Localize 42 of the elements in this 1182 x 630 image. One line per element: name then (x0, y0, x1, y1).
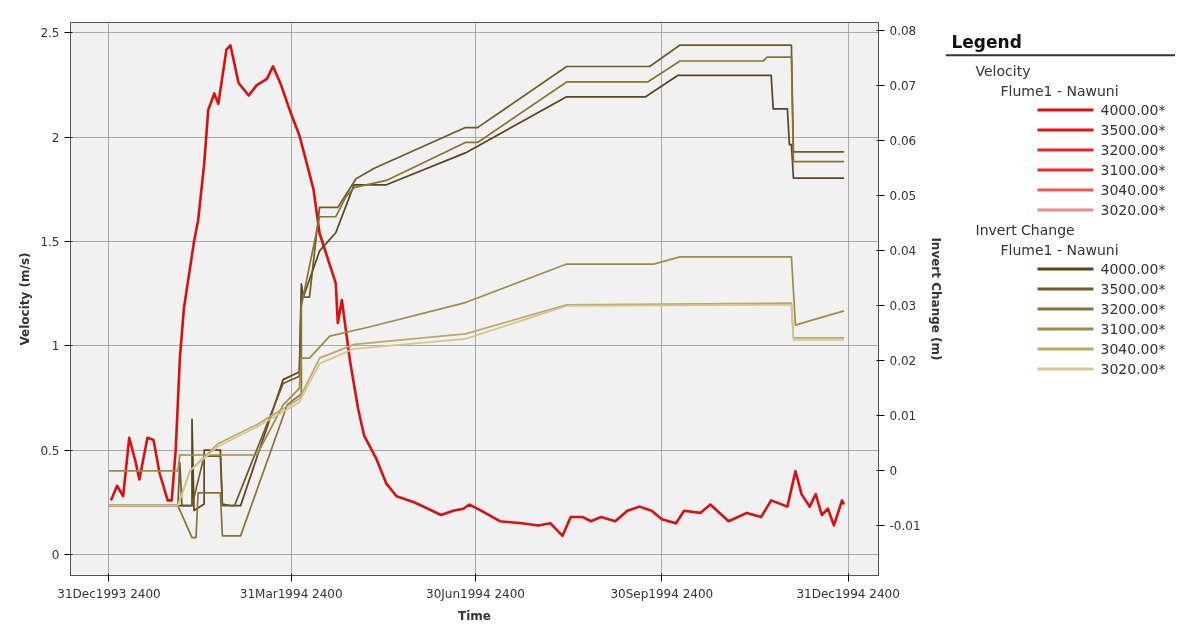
legend-label: 3500.00* (1100, 281, 1166, 297)
y-tick-label: 1 (51, 339, 60, 354)
legend-label: 3200.00* (1100, 301, 1166, 317)
text: Invert Change (975, 222, 1075, 239)
y2-tick-label: 0.03 (889, 299, 917, 314)
x-tick-label: 31Mar1994 2400 (239, 586, 343, 601)
y-tick-label: 0 (51, 548, 60, 563)
x-tick-label: 30Sep1994 2400 (610, 586, 714, 601)
y-tick-label: 0.5 (40, 443, 60, 458)
legend-label: 3020.00* (1100, 202, 1166, 219)
text: Velocity (975, 63, 1031, 80)
legend-title: Legend (951, 31, 1022, 52)
y-tick-label: 1.5 (40, 235, 60, 250)
y2-axis-title: Invert Change (m) (928, 237, 943, 361)
y2-tick-label: 0.01 (889, 409, 917, 424)
legend-label: 3200.00* (1100, 142, 1166, 159)
legend-label: 3500.00* (1100, 122, 1166, 139)
text: Flume1 - Nawuni (1000, 241, 1119, 258)
y2-tick-label: 0.05 (889, 189, 917, 204)
legend-label: 3020.00* (1100, 360, 1166, 377)
line-series (108, 256, 845, 472)
y-tick-label: 2.5 (40, 26, 60, 41)
legend-label: 4000.00* (1100, 102, 1166, 119)
y2-tick-label: 0.04 (889, 244, 917, 259)
text: Flume1 - Nawuni (1000, 82, 1119, 99)
y2-tick-label: 0.07 (889, 79, 917, 94)
x-tick-label: 31Dec1994 2400 (796, 586, 900, 601)
y2-tick-label: -0.01 (889, 519, 921, 534)
legend-label: 3040.00* (1100, 340, 1166, 357)
y2-tick-label: 0.06 (889, 134, 917, 149)
y-axis-title: Velocity (m/s) (18, 252, 33, 346)
legend-label: 3040.00* (1100, 182, 1166, 199)
legend-label: 3100.00* (1100, 162, 1166, 179)
y2-tick-label: 0.08 (889, 24, 917, 39)
x-tick-label: 31Dec1993 2400 (57, 586, 161, 601)
y2-tick-label: 0 (889, 464, 898, 479)
legend-label: 3100.00* (1100, 320, 1166, 337)
legend-label: 4000.00* (1100, 261, 1166, 278)
y2-tick-label: 0.02 (889, 354, 917, 369)
y-tick-label: 2 (51, 130, 60, 145)
x-tick-label: 30Jun1994 2400 (426, 586, 525, 601)
x-axis-title: Time (458, 608, 491, 623)
